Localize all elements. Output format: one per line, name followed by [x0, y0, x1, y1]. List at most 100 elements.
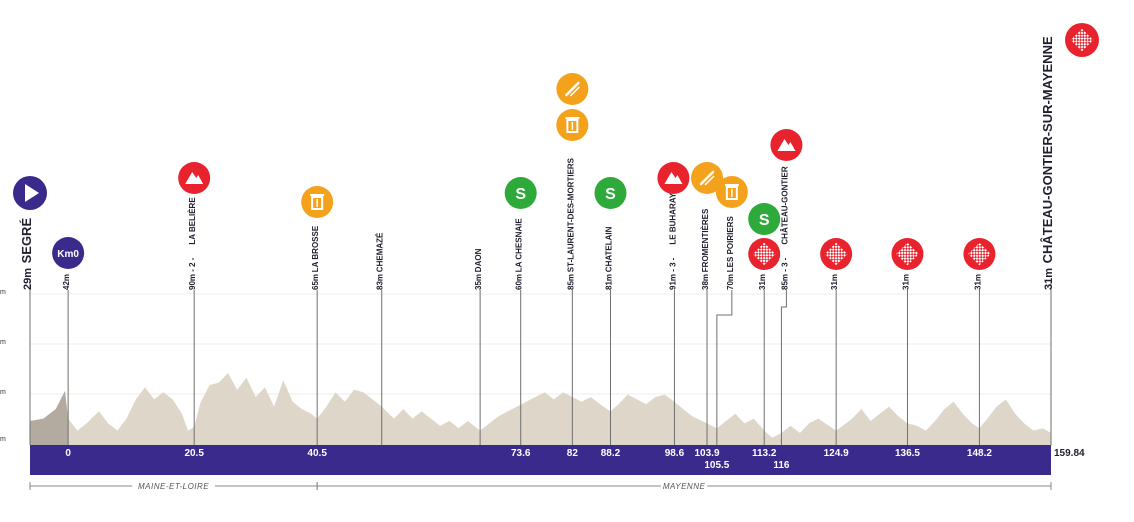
place-name-label: LA BROSSE [311, 225, 320, 272]
place-name-label: LES POIRIERS [726, 216, 735, 273]
altitude-label: 29m [22, 268, 34, 290]
sprint-icon: S [504, 177, 537, 209]
waypoint-line [716, 290, 733, 445]
altitude-label: 38m [701, 274, 710, 290]
km-label: 116 [773, 460, 790, 471]
y-tick-label: m [0, 436, 6, 443]
waypoint: 83m CHEMAZÉ [376, 232, 385, 290]
y-axis-ticks: m m m m [0, 289, 1051, 443]
waypoint: 148.2 31m [967, 274, 992, 459]
km0-text: Km0 [57, 249, 79, 260]
place-name-label: CHÂTEAU-GONTIER-SUR-MAYENNE [1040, 36, 1055, 263]
waypoint: 103.9 38m FROMENTIÈRES [695, 208, 720, 459]
sprint-icon: S [748, 203, 781, 235]
km-label: 40.5 [307, 448, 327, 459]
waypoint: 31m CHÂTEAU-GONTIER-SUR-MAYENNE [1040, 36, 1055, 290]
finish-line-icon [820, 238, 853, 270]
waypoint: 82 85m ST-LAURENT-DES-MORTIERS [566, 157, 578, 459]
waypoint: 136.5 31m [895, 274, 920, 459]
km-label: 88.2 [601, 448, 621, 459]
place-name-label: CHATELAIN [604, 226, 613, 272]
km-label: 136.5 [895, 448, 920, 459]
altitude-label: 60m [515, 274, 524, 290]
waypoint-labels: 29m SEGRÉ 0 42m 20.5 90m - 2 - LA BELIÈRE 40.5 6… [19, 36, 1055, 471]
waypoint: 98.6 91m - 3 - LE BUHARAY [665, 192, 685, 459]
km-label: 98.6 [665, 448, 685, 459]
place-name-label: DAON [474, 248, 483, 272]
km-label: 105.5 [704, 460, 729, 471]
altitude-label: 90m - 2 - [188, 257, 197, 290]
finish-line-icon [891, 238, 924, 270]
climb-icon [178, 162, 211, 194]
km-label: 103.9 [695, 448, 720, 459]
place-name-label: CHÂTEAU-GONTIER [780, 166, 789, 244]
elevation-profile [30, 373, 1051, 445]
altitude-label: 31m [1043, 268, 1055, 290]
km-label: 0 [65, 448, 71, 459]
waypoint: 113.2 31m [752, 274, 777, 459]
altitude-label: 83m [376, 274, 385, 290]
waypoint: 116 85m - 3 - CHÂTEAU-GONTIER [773, 166, 790, 471]
region-label: MAINE-ET-LOIRE [138, 482, 209, 491]
altitude-label: 42m [62, 274, 71, 290]
sprint-letter: S [605, 186, 616, 203]
place-name-label: FROMENTIÈRES [701, 208, 710, 272]
waypoint-lines [29, 280, 1052, 445]
altitude-label: 35m [474, 274, 483, 290]
altitude-label: 31m [973, 274, 982, 290]
altitude-label: 31m [758, 274, 767, 290]
altitude-label: 65m [311, 274, 320, 290]
climb-icon [770, 129, 803, 161]
km0-badge: Km0 [52, 237, 85, 269]
waypoint-line [780, 290, 787, 445]
sprint-icon: S [594, 177, 627, 209]
altitude-label: 85m - 3 - [780, 257, 789, 290]
y-tick-label: m [0, 339, 6, 346]
feed-icon [691, 162, 724, 194]
finish-distance-label: 159.84 [1054, 448, 1085, 459]
altitude-label: 31m [830, 274, 839, 290]
place-name-label: LA CHESNAIE [515, 218, 524, 273]
distance-bar: 159.84 [30, 445, 1085, 475]
altitude-label: 70m [726, 274, 735, 290]
km-label: 113.2 [752, 448, 777, 459]
place-name-label: CHEMAZÉ [376, 232, 385, 272]
place-name-label: LE BUHARAY [668, 192, 677, 244]
sprint-letter: S [759, 212, 770, 229]
km-label: 73.6 [511, 448, 531, 459]
finish-line-icon [748, 238, 781, 270]
altitude-label: 85m [566, 274, 575, 290]
y-tick-label: m [0, 289, 6, 296]
start-icon [13, 176, 47, 210]
finish-icon [1065, 23, 1099, 57]
waypoint: 124.9 31m [824, 274, 849, 459]
waypoint-icons: Km0 S S S [13, 23, 1099, 270]
climb-icon [657, 162, 690, 194]
distance-bar-fill [30, 445, 1051, 475]
waypoint: 88.2 81m CHATELAIN [601, 226, 621, 459]
waypoint: 29m SEGRÉ [19, 218, 34, 290]
km-label: 148.2 [967, 448, 992, 459]
altitude-label: 31m [901, 274, 910, 290]
place-name-label: ST-LAURENT-DES-MORTIERS [566, 157, 575, 272]
altitude-label: 81m [604, 274, 613, 290]
altitude-label: 91m - 3 - [668, 257, 677, 290]
feed-icon [556, 73, 589, 105]
finish-line-icon [963, 238, 996, 270]
km-label: 20.5 [184, 448, 204, 459]
waste-zone-icon [556, 109, 589, 141]
waypoint: 20.5 90m - 2 - LA BELIÈRE [184, 197, 204, 459]
waste-zone-icon [301, 186, 334, 218]
terrain-neutral-area [30, 391, 69, 445]
place-name-label: SEGRÉ [19, 218, 34, 264]
km-label: 124.9 [824, 448, 849, 459]
terrain-area [30, 373, 1051, 445]
waste-zone-icon [715, 176, 748, 208]
waypoint: 40.5 65m LA BROSSE [307, 225, 327, 459]
sprint-letter: S [515, 186, 526, 203]
region-ruler: MAINE-ET-LOIRE MAYENNE [29, 482, 1052, 491]
y-tick-label: m [0, 389, 6, 396]
waypoint: 0 42m [62, 274, 71, 459]
